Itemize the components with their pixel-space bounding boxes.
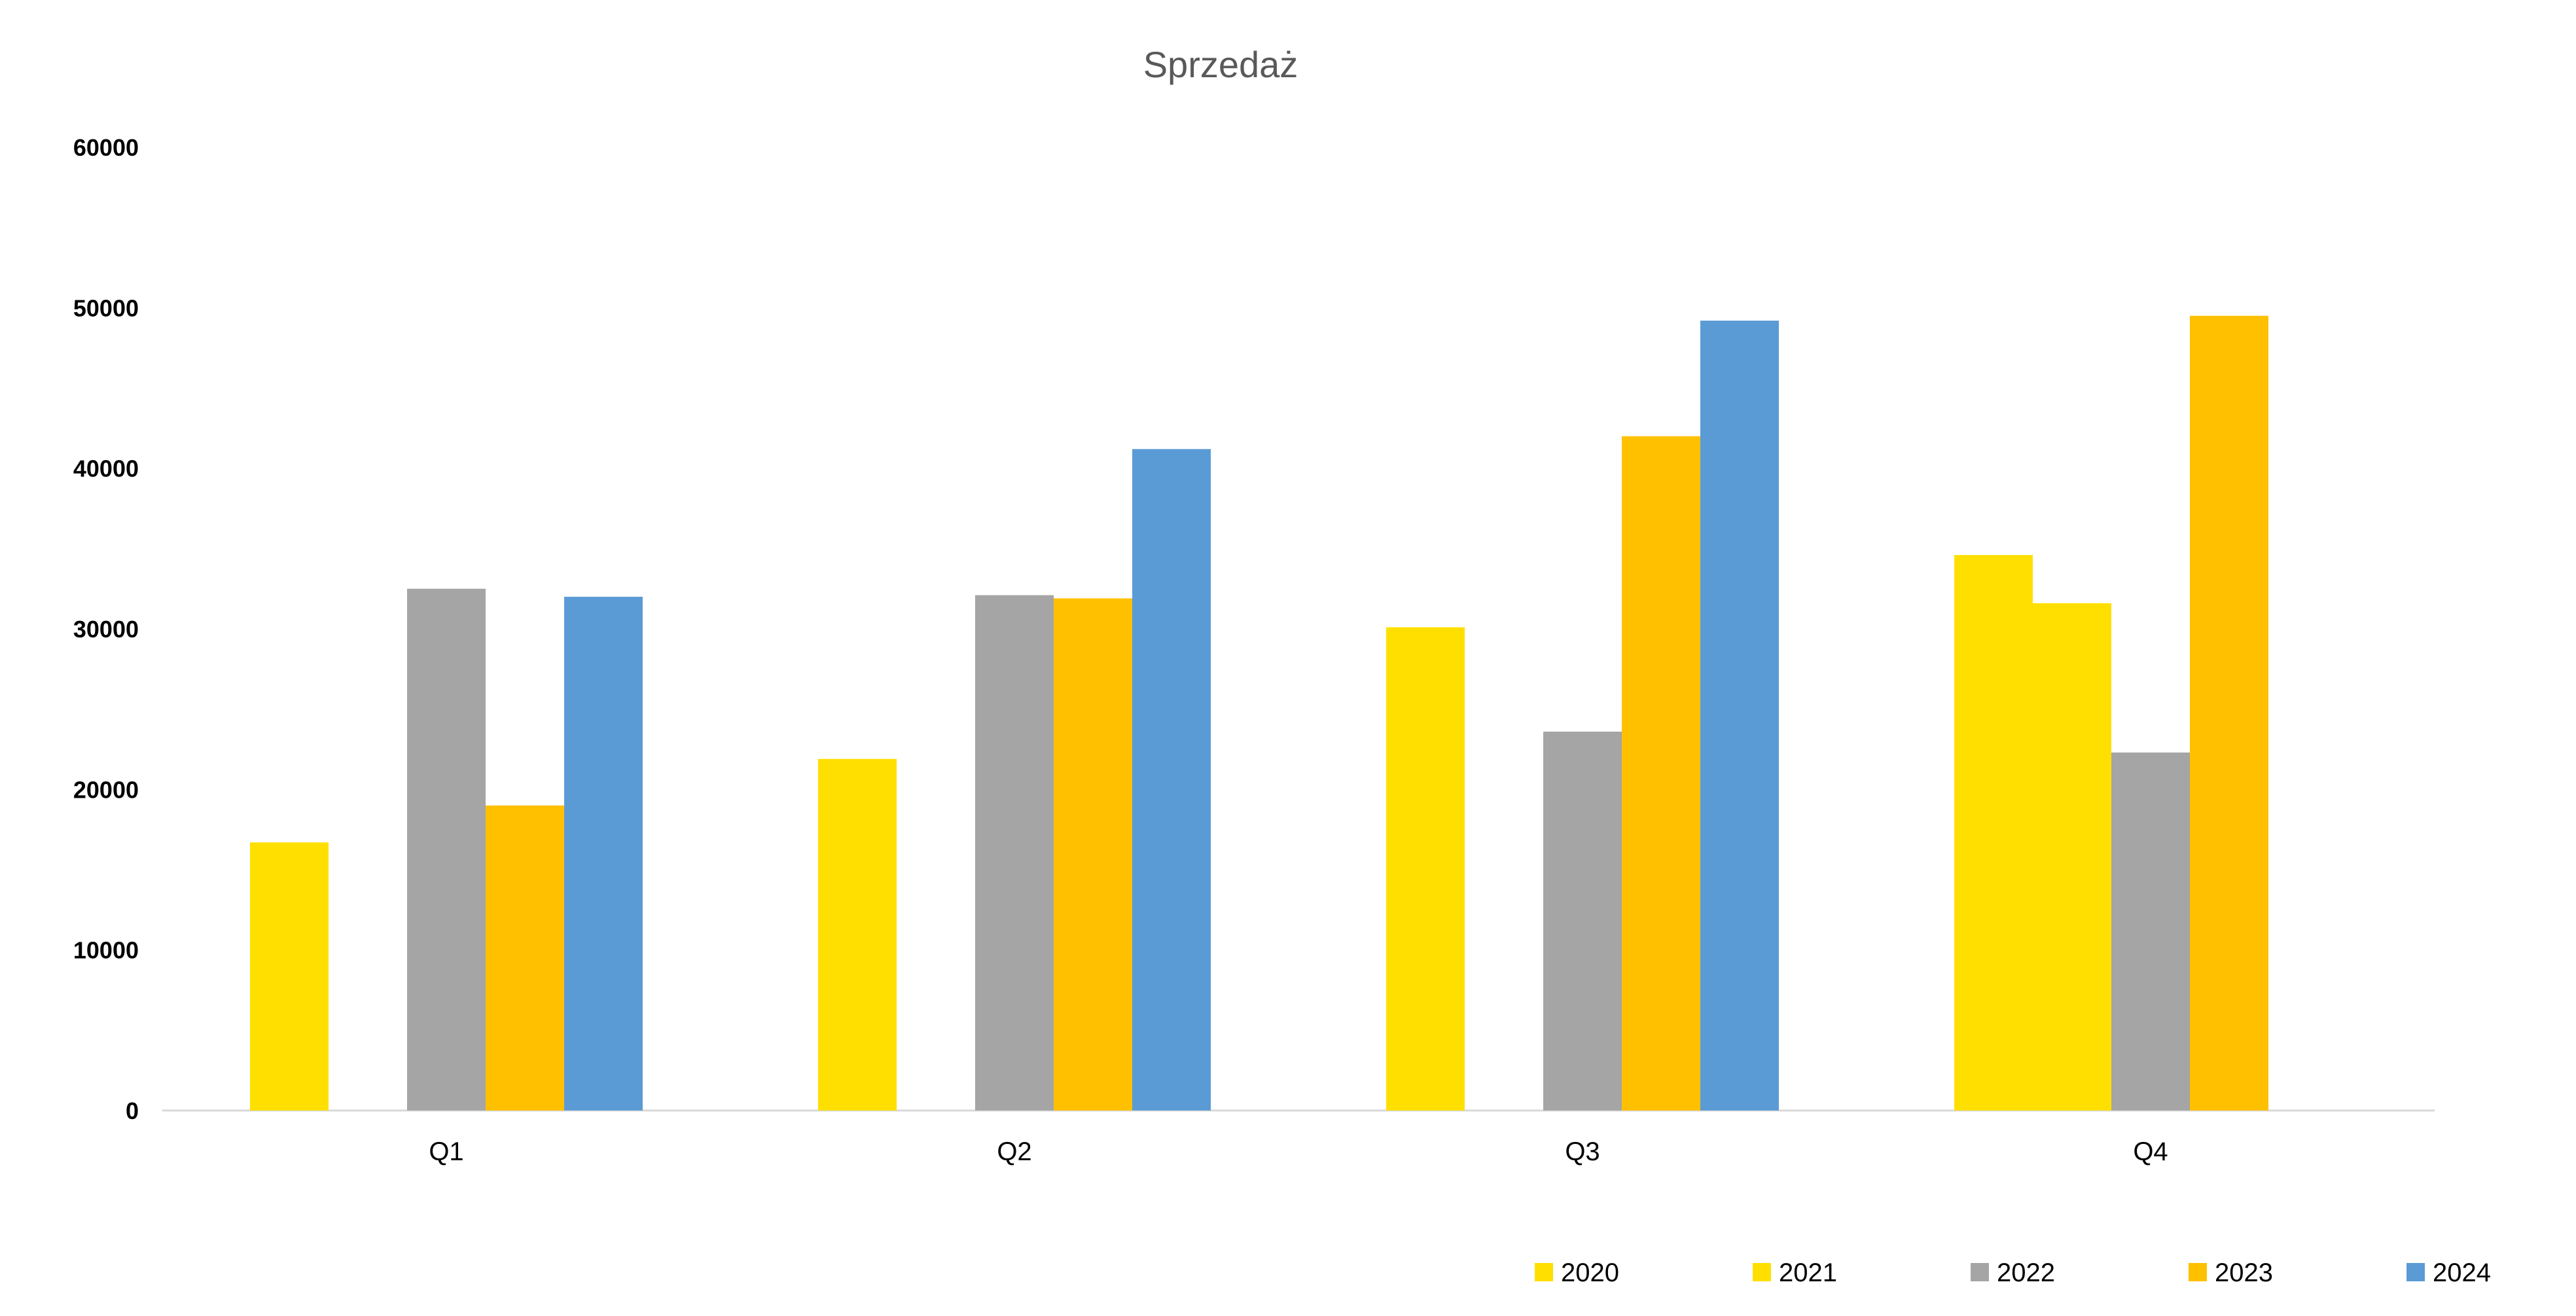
- bar-2020-Q3: [1386, 627, 1465, 1111]
- bar-2024-Q1: [564, 596, 643, 1111]
- series-2022: [407, 588, 2190, 1111]
- series-2020: [250, 555, 2033, 1111]
- y-tick-label: 20000: [73, 776, 139, 803]
- y-tick-label: 30000: [73, 616, 139, 643]
- bar-2022-Q3: [1543, 732, 1622, 1111]
- bar-2020-Q2: [818, 758, 897, 1111]
- series-2024: [564, 320, 1779, 1111]
- bar-2021-Q4: [2033, 603, 2111, 1111]
- bar-2024-Q2: [1132, 449, 1211, 1111]
- legend-swatch: [1971, 1263, 1989, 1281]
- y-tick-label: 50000: [73, 294, 139, 321]
- legend-label: 2021: [1779, 1258, 1837, 1287]
- x-tick-label: Q4: [2133, 1137, 2168, 1166]
- bar-2023-Q3: [1622, 436, 1700, 1111]
- y-tick-label: 0: [126, 1097, 139, 1124]
- x-tick-label: Q3: [1565, 1137, 1600, 1166]
- legend-swatch: [2406, 1263, 2425, 1281]
- bar-2022-Q1: [407, 588, 486, 1111]
- legend-item-2024: 2024: [2406, 1258, 2491, 1287]
- legend-label: 2023: [2215, 1258, 2273, 1287]
- legend-label: 2024: [2433, 1258, 2491, 1287]
- bar-2022-Q4: [2111, 752, 2190, 1111]
- legend-swatch: [1753, 1263, 1771, 1281]
- x-axis: Q1 Q2 Q3 Q4: [162, 1109, 2435, 1166]
- legend-item-2023: 2023: [2189, 1258, 2273, 1287]
- bar-2022-Q2: [975, 595, 1054, 1111]
- legend: 2020 2021 2022 2023 2024: [1535, 1258, 2491, 1287]
- legend-swatch: [1535, 1263, 1553, 1281]
- bar-2023-Q2: [1054, 598, 1132, 1111]
- legend-label: 2022: [1997, 1258, 2055, 1287]
- bar-2020-Q4: [1954, 555, 2033, 1111]
- chart-title: Sprzedaż: [1143, 44, 1298, 85]
- bar-2020-Q1: [250, 842, 329, 1111]
- bar-2023-Q1: [486, 805, 564, 1111]
- legend-item-2020: 2020: [1535, 1258, 1619, 1287]
- legend-item-2022: 2022: [1971, 1258, 2055, 1287]
- x-tick-label: Q2: [997, 1137, 1031, 1166]
- bar-2023-Q4: [2190, 315, 2268, 1111]
- bar-series-group: [250, 315, 2268, 1111]
- legend-swatch: [2189, 1263, 2207, 1281]
- y-tick-label: 10000: [73, 937, 139, 964]
- series-2023: [486, 315, 2268, 1111]
- legend-label: 2020: [1561, 1258, 1619, 1287]
- y-axis: 0 10000 20000 30000 40000 50000 60000: [73, 134, 139, 1124]
- x-tick-label: Q1: [429, 1137, 463, 1166]
- y-tick-label: 40000: [73, 455, 139, 482]
- series-2021: [2033, 603, 2111, 1111]
- legend-item-2021: 2021: [1753, 1258, 1837, 1287]
- bar-2024-Q3: [1700, 320, 1779, 1111]
- y-tick-label: 60000: [73, 134, 139, 161]
